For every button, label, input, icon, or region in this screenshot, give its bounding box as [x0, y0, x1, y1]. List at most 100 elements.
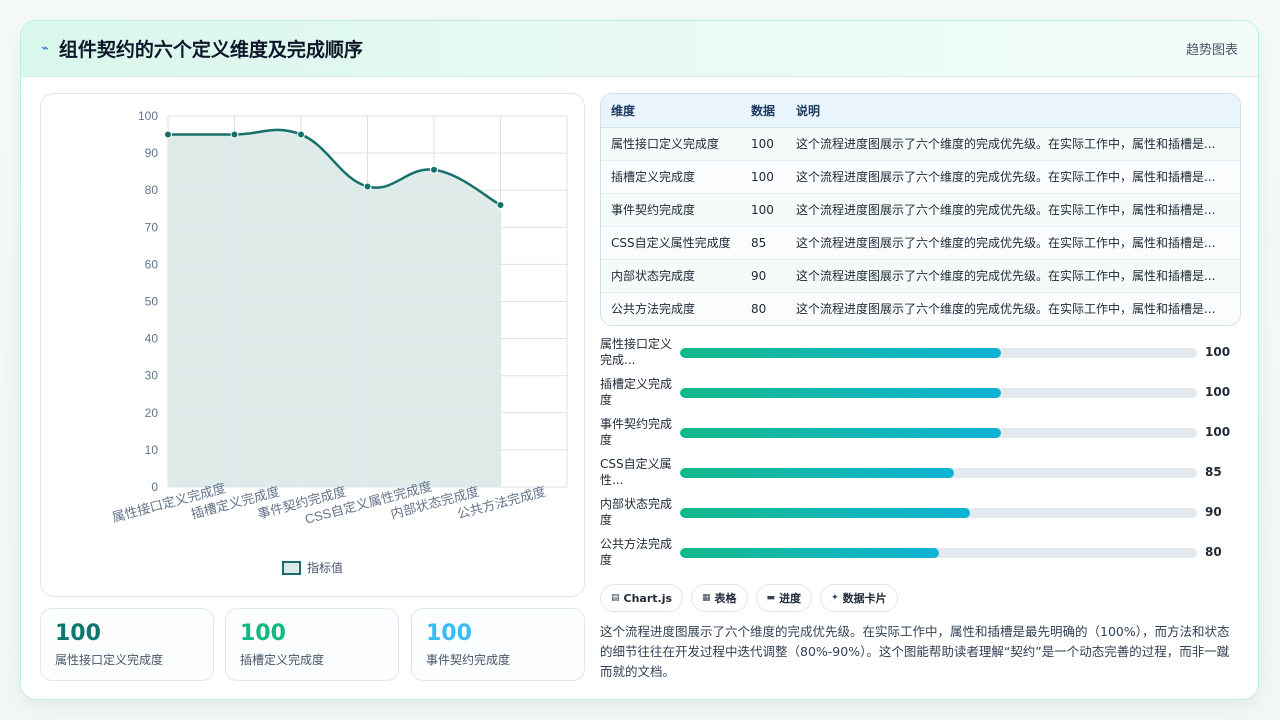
kpi-label: 属性接口定义完成度: [55, 653, 164, 667]
progress-track: [680, 508, 1197, 518]
progress-value: 85: [1205, 465, 1222, 479]
legend-label: 指标值: [307, 560, 343, 575]
cell-dimension: 内部状态完成度: [601, 259, 741, 293]
area-chart: 1009080706050403020100属性接口定义完成度插槽定义完成度事件…: [110, 109, 568, 575]
cell-description: 这个流程进度图展示了六个维度的完成优先级。在实际工作中，属性和插槽是...: [786, 193, 1240, 227]
progress-fill: [680, 548, 939, 558]
cell-dimension: CSS自定义属性完成度: [601, 226, 741, 260]
data-point: [297, 130, 305, 139]
progress-row: 事件契约完成度 100: [600, 416, 1241, 452]
progress-track: [680, 348, 1197, 358]
cell-description: 这个流程进度图展示了六个维度的完成优先级。在实际工作中，属性和插槽是...: [786, 292, 1240, 325]
cell-description: 这个流程进度图展示了六个维度的完成优先级。在实际工作中，属性和插槽是...: [786, 226, 1240, 260]
cell-value: 100: [741, 127, 786, 161]
y-tick-label: 80: [145, 183, 159, 197]
y-tick-label: 30: [145, 369, 159, 383]
chip-label: Chart.js: [623, 591, 673, 605]
y-tick-label: 0: [151, 480, 158, 494]
progress-row: 插槽定义完成度 100: [600, 376, 1241, 412]
progress-value: 100: [1205, 385, 1231, 399]
kpi-card: 100 插槽定义完成度: [225, 608, 399, 681]
column-header-value: 数据: [741, 94, 786, 128]
progress-row: CSS自定义属性... 85: [600, 456, 1241, 492]
progress-label: CSS自定义属性...: [600, 457, 672, 487]
progress-track: [680, 428, 1197, 438]
kpi-card: 100 事件契约完成度: [411, 608, 585, 681]
data-table-panel: 维度 数据 说明 属性接口定义完成度 100 这个流程进度图展示了六个维度的完成…: [600, 93, 1241, 326]
table-row: 公共方法完成度 80 这个流程进度图展示了六个维度的完成优先级。在实际工作中，属…: [601, 292, 1240, 325]
cell-description: 这个流程进度图展示了六个维度的完成优先级。在实际工作中，属性和插槽是...: [786, 259, 1240, 293]
progress-icon: ▬: [766, 593, 776, 603]
chip-label: 表格: [714, 592, 737, 605]
y-tick-label: 100: [138, 109, 158, 123]
main-card: ⌁ 组件契约的六个定义维度及完成顺序 趋势图表 100 90 80 70 60 50 40 3…: [20, 20, 1259, 700]
chip-table[interactable]: ▦ 表格: [691, 584, 748, 612]
progress-row: 公共方法完成度 80: [600, 536, 1241, 572]
series-line: [168, 128, 502, 207]
progress-fill: [680, 388, 1001, 398]
header: ⌁ 组件契约的六个定义维度及完成顺序 趋势图表: [21, 21, 1258, 77]
kpi-label: 插槽定义完成度: [240, 653, 325, 667]
y-tick-label: 60: [145, 257, 159, 271]
data-table: 维度 数据 说明 属性接口定义完成度 100 这个流程进度图展示了六个维度的完成…: [601, 94, 1240, 325]
cell-dimension: 属性接口定义完成度: [601, 127, 741, 161]
summary-text: 这个流程进度图展示了六个维度的完成优先级。在实际工作中，属性和插槽是最先明确的（…: [600, 624, 1230, 679]
trend-chart-link[interactable]: 趋势图表: [1185, 43, 1238, 58]
progress-fill: [680, 468, 954, 478]
progress-label: 属性接口定义完成...: [600, 337, 673, 367]
legend-swatch: [282, 561, 301, 575]
y-tick-label: 50: [145, 295, 159, 309]
cell-description: 这个流程进度图展示了六个维度的完成优先级。在实际工作中，属性和插槽是...: [786, 127, 1240, 161]
progress-fill: [680, 508, 970, 518]
table-row: 内部状态完成度 90 这个流程进度图展示了六个维度的完成优先级。在实际工作中，属…: [601, 259, 1240, 293]
chip-label: 数据卡片: [842, 592, 887, 605]
title-wrap: ⌁ 组件契约的六个定义维度及完成顺序: [41, 35, 363, 62]
kpi-value: 100: [426, 621, 472, 646]
progress-value: 80: [1205, 545, 1222, 559]
data-point: [496, 201, 505, 210]
cell-dimension: 插槽定义完成度: [601, 160, 741, 194]
kpi-value: 100: [240, 621, 286, 646]
y-tick-label: 10: [145, 443, 159, 457]
cell-value: 100: [741, 193, 786, 227]
chip-chartjs[interactable]: ▤ Chart.js: [600, 584, 684, 612]
progress-value: 100: [1205, 425, 1231, 439]
table-row: 事件契约完成度 100 这个流程进度图展示了六个维度的完成优先级。在实际工作中，…: [601, 193, 1240, 227]
column-header-dimension: 维度: [601, 94, 741, 128]
y-tick-label: 90: [145, 146, 159, 160]
progress-fill: [680, 348, 1001, 358]
kpi-card: 100 属性接口定义完成度: [40, 608, 214, 681]
data-point: [230, 130, 239, 139]
data-point: [430, 165, 438, 174]
progress-fill: [680, 428, 1001, 438]
progress-value: 90: [1205, 505, 1222, 519]
cell-description: 这个流程进度图展示了六个维度的完成优先级。在实际工作中，属性和插槽是...: [786, 160, 1240, 194]
kpi-label: 事件契约完成度: [426, 653, 511, 667]
y-tick-label: 20: [145, 406, 159, 420]
chip-data-card[interactable]: ✦ 数据卡片: [820, 584, 898, 612]
chip-label: 进度: [779, 592, 802, 605]
chart-panel: 100 90 80 70 60 50 40 30 20 10 0 属性接口定义完成度 插槽定义完成度 事件…: [40, 93, 585, 597]
cell-dimension: 事件契约完成度: [601, 193, 741, 227]
cell-value: 90: [741, 259, 786, 293]
kpi-value: 100: [55, 621, 101, 646]
progress-label: 事件契约完成度: [600, 417, 673, 447]
progress-label: 公共方法完成度: [600, 537, 673, 567]
progress-row: 属性接口定义完成... 100: [600, 336, 1241, 372]
page-title: 组件契约的六个定义维度及完成顺序: [58, 39, 363, 61]
area-fill: [168, 129, 501, 487]
y-tick-label: 70: [145, 220, 159, 234]
chip-progress[interactable]: ▬ 进度: [755, 584, 813, 612]
table-row: CSS自定义属性完成度 85 这个流程进度图展示了六个维度的完成优先级。在实际工…: [601, 226, 1240, 260]
cell-value: 100: [741, 160, 786, 194]
table-header-row: 维度 数据 说明: [601, 94, 1240, 128]
progress-track: [680, 548, 1197, 558]
progress-label: 插槽定义完成度: [600, 377, 673, 407]
cell-value: 80: [741, 292, 786, 325]
y-tick-label: 40: [145, 332, 159, 346]
progress-label: 内部状态完成度: [600, 497, 673, 527]
progress-value: 100: [1205, 345, 1231, 359]
table-row: 插槽定义完成度 100 这个流程进度图展示了六个维度的完成优先级。在实际工作中，…: [601, 160, 1240, 194]
lightning-icon: ⌁: [41, 41, 49, 56]
progress-track: [680, 468, 1197, 478]
